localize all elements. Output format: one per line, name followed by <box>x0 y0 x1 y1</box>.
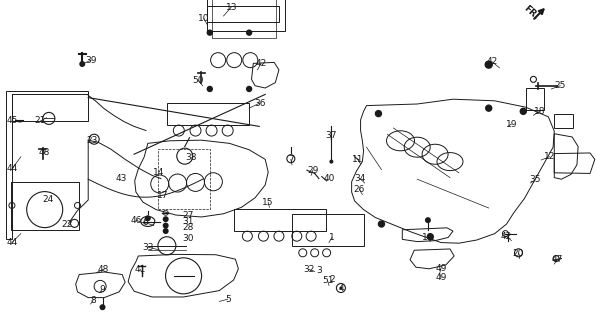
Text: 10: 10 <box>198 14 210 23</box>
Text: 19: 19 <box>505 120 517 129</box>
Text: 49: 49 <box>435 273 447 282</box>
Circle shape <box>425 217 431 223</box>
Circle shape <box>100 304 105 310</box>
Text: 39: 39 <box>85 56 97 65</box>
Text: 8: 8 <box>90 296 96 305</box>
Bar <box>234 209 326 231</box>
Text: 20: 20 <box>513 249 524 258</box>
Text: 15: 15 <box>262 198 274 207</box>
Text: 17: 17 <box>157 191 169 200</box>
Circle shape <box>486 105 492 111</box>
Circle shape <box>330 160 333 164</box>
Text: 42: 42 <box>501 232 512 241</box>
Text: 18: 18 <box>533 107 545 116</box>
Bar <box>167 103 249 125</box>
Text: 14: 14 <box>153 168 165 177</box>
Text: 1: 1 <box>329 233 335 242</box>
Text: 21: 21 <box>35 116 46 125</box>
Bar <box>526 88 544 110</box>
Circle shape <box>247 86 252 92</box>
Text: FR.: FR. <box>522 4 540 22</box>
Text: 44: 44 <box>7 164 17 173</box>
Text: 6: 6 <box>142 218 148 227</box>
Text: 5: 5 <box>225 295 231 304</box>
Circle shape <box>378 221 384 227</box>
Text: 26: 26 <box>353 185 365 194</box>
Text: 50: 50 <box>193 76 204 85</box>
Text: 12: 12 <box>544 152 555 161</box>
Circle shape <box>339 286 343 290</box>
Text: 42: 42 <box>486 57 497 66</box>
Text: 47: 47 <box>551 255 563 264</box>
Text: 30: 30 <box>182 234 194 243</box>
Circle shape <box>207 86 212 92</box>
Circle shape <box>145 215 151 221</box>
Text: 42: 42 <box>256 59 266 68</box>
Bar <box>158 149 210 209</box>
Text: 34: 34 <box>354 174 366 183</box>
Circle shape <box>79 61 85 67</box>
Text: 11: 11 <box>352 155 364 164</box>
Circle shape <box>520 108 526 114</box>
Text: 44: 44 <box>7 238 17 247</box>
Text: 13: 13 <box>225 3 237 12</box>
Text: 33: 33 <box>142 243 154 252</box>
Text: 36: 36 <box>254 99 266 108</box>
Text: 23: 23 <box>86 136 98 145</box>
Text: 22: 22 <box>62 220 73 229</box>
Text: 45: 45 <box>6 116 18 125</box>
Circle shape <box>247 30 252 35</box>
Text: 9: 9 <box>99 285 105 294</box>
Text: 29: 29 <box>307 166 319 175</box>
Text: 32: 32 <box>303 265 315 274</box>
Text: 46: 46 <box>130 216 142 225</box>
Text: 35: 35 <box>529 175 541 184</box>
Circle shape <box>485 61 492 68</box>
Bar <box>207 0 285 31</box>
Bar <box>212 0 275 38</box>
Bar <box>207 6 280 22</box>
Text: 24: 24 <box>42 195 53 204</box>
Text: 40: 40 <box>324 174 336 183</box>
Text: 38: 38 <box>185 153 197 162</box>
Text: 4: 4 <box>339 284 344 293</box>
Circle shape <box>163 223 169 228</box>
Text: 49: 49 <box>435 264 447 273</box>
Text: 28: 28 <box>182 223 194 232</box>
Text: 7: 7 <box>288 155 294 164</box>
Circle shape <box>163 228 169 234</box>
Circle shape <box>207 30 212 35</box>
Text: 27: 27 <box>182 211 194 220</box>
Text: 41: 41 <box>134 265 146 274</box>
Circle shape <box>427 234 433 240</box>
Text: 25: 25 <box>554 81 566 90</box>
Text: 16: 16 <box>422 233 434 242</box>
Circle shape <box>163 216 169 222</box>
Text: 2: 2 <box>330 275 336 284</box>
Text: 37: 37 <box>325 131 337 140</box>
Text: 51: 51 <box>322 276 334 285</box>
Text: 43: 43 <box>115 174 127 183</box>
Text: 31: 31 <box>182 217 194 226</box>
Text: 48: 48 <box>97 265 109 274</box>
Bar <box>292 214 364 246</box>
Text: 48: 48 <box>39 148 51 157</box>
Circle shape <box>375 111 381 116</box>
Text: 3: 3 <box>316 266 322 275</box>
